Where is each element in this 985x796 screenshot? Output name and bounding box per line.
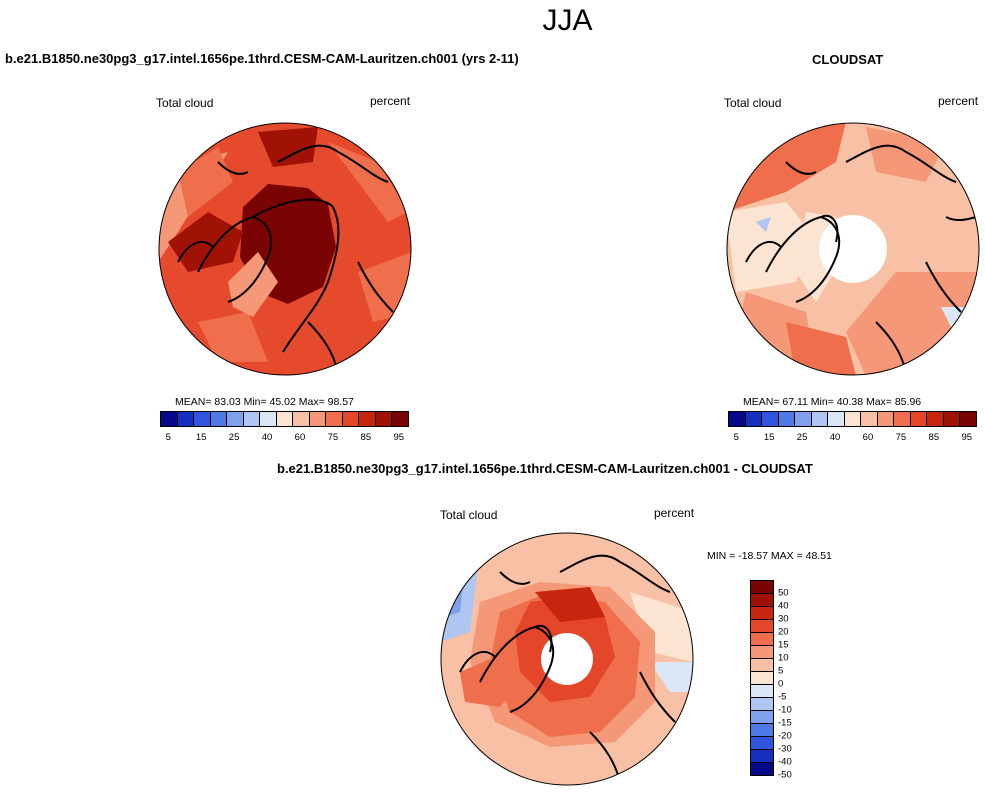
diff-colorbar-tick-label: 15 <box>778 639 789 651</box>
diff-colorbar-swatch <box>751 672 773 685</box>
model-colorbar-swatch <box>342 412 360 426</box>
model-colorbar-tick-label: 5 <box>165 432 171 443</box>
model-colorbar <box>160 411 409 427</box>
model-colorbar-tick-label: 40 <box>261 432 273 443</box>
obs-colorbar-swatch <box>877 412 895 426</box>
diff-colorbar-tick-label: -20 <box>778 730 792 742</box>
diff-colorbar-swatch <box>751 685 773 698</box>
diff-colorbar-swatch <box>751 646 773 659</box>
diff-polar-map <box>440 532 694 786</box>
model-colorbar-swatch <box>177 412 195 426</box>
model-colorbar-tick-label: 15 <box>195 432 207 443</box>
diff-colorbar-tick-label: 30 <box>778 613 789 625</box>
model-colorbar-swatch <box>293 412 310 426</box>
model-colorbar-swatch <box>243 412 261 426</box>
diff-colorbar-swatch <box>751 737 773 750</box>
diff-colorbar-tick-label: -10 <box>778 704 792 716</box>
obs-colorbar-tick-label: 75 <box>895 432 907 443</box>
obs-colorbar-swatch <box>960 412 976 426</box>
diff-colorbar-tick-label: -15 <box>778 717 792 729</box>
model-colorbar-tick-label: 60 <box>294 432 306 443</box>
model-polar-map <box>158 122 412 376</box>
model-colorbar-swatch <box>210 412 228 426</box>
obs-colorbar-tick-label: 5 <box>733 432 739 443</box>
diff-colorbar-swatch <box>751 659 773 672</box>
obs-units-label: percent <box>938 94 979 108</box>
diff-stats: MIN = -18.57 MAX = 48.51 <box>707 550 832 562</box>
obs-colorbar-tick-label: 40 <box>829 432 841 443</box>
diff-colorbar-swatch <box>751 698 773 711</box>
model-colorbar-swatch <box>260 412 277 426</box>
diff-colorbar <box>750 580 774 776</box>
obs-polar-map <box>726 122 980 376</box>
diff-colorbar-tick-label: 10 <box>778 652 789 664</box>
obs-colorbar-swatch <box>861 412 878 426</box>
season-title: JJA <box>542 4 593 37</box>
diff-colorbar-tick-label: -30 <box>778 743 792 755</box>
obs-colorbar-swatch <box>828 412 845 426</box>
diff-variable-label: Total cloud <box>440 508 498 522</box>
obs-panel-title: CLOUDSAT <box>812 52 884 67</box>
obs-colorbar-swatch <box>795 412 812 426</box>
obs-colorbar-tick-label: 60 <box>862 432 874 443</box>
obs-colorbar-swatch <box>745 412 763 426</box>
diff-colorbar-swatch <box>751 620 773 633</box>
diff-colorbar-tick-label: 40 <box>778 600 789 612</box>
model-colorbar-swatch <box>309 412 327 426</box>
diff-colorbar-tick-label: -5 <box>778 691 787 703</box>
diff-colorbar-swatch <box>751 594 773 607</box>
model-colorbar-tick-label: 85 <box>360 432 372 443</box>
diff-units-label: percent <box>654 506 695 520</box>
obs-colorbar-tick-label: 25 <box>796 432 808 443</box>
obs-colorbar-tick-label: 95 <box>961 432 973 443</box>
diff-colorbar-tick-label: -50 <box>778 769 792 781</box>
diff-colorbar-tick-label: 0 <box>778 678 784 690</box>
model-stats: MEAN= 83.03 Min= 45.02 Max= 98.57 <box>175 396 354 408</box>
diff-colorbar-swatch <box>751 607 773 620</box>
obs-colorbar-swatch <box>943 412 961 426</box>
diff-panel-title: b.e21.B1850.ne30pg3_g17.intel.1656pe.1th… <box>277 461 813 476</box>
obs-colorbar <box>728 411 977 427</box>
diff-colorbar-tick-label: 50 <box>778 587 789 599</box>
obs-colorbar-swatch <box>729 412 746 426</box>
diff-colorbar-swatch <box>751 763 773 775</box>
obs-colorbar-swatch <box>762 412 779 426</box>
diff-colorbar-tick-label: 5 <box>778 665 784 677</box>
obs-colorbar-tick-label: 15 <box>763 432 775 443</box>
diff-colorbar-tick-label: 20 <box>778 626 789 638</box>
diff-colorbar-swatch <box>751 724 773 737</box>
obs-stats: MEAN= 67.11 Min= 40.38 Max= 85.96 <box>743 396 922 408</box>
model-colorbar-swatch <box>161 412 178 426</box>
obs-colorbar-swatch <box>844 412 862 426</box>
model-colorbar-tick-label: 75 <box>327 432 339 443</box>
obs-variable-label: Total cloud <box>724 96 782 110</box>
diff-colorbar-swatch <box>751 750 773 763</box>
model-colorbar-swatch <box>359 412 376 426</box>
model-colorbar-tick-label: 25 <box>228 432 240 443</box>
obs-colorbar-tick-label: 85 <box>928 432 940 443</box>
model-colorbar-swatch <box>276 412 294 426</box>
obs-colorbar-swatch <box>894 412 911 426</box>
model-colorbar-swatch <box>375 412 393 426</box>
model-units-label: percent <box>370 94 411 108</box>
model-colorbar-swatch <box>392 412 408 426</box>
model-colorbar-tick-label: 95 <box>393 432 405 443</box>
obs-colorbar-swatch <box>811 412 829 426</box>
model-panel-title: b.e21.B1850.ne30pg3_g17.intel.1656pe.1th… <box>5 51 519 66</box>
obs-colorbar-swatch <box>778 412 796 426</box>
model-colorbar-swatch <box>194 412 211 426</box>
obs-colorbar-swatch <box>910 412 928 426</box>
diff-colorbar-swatch <box>751 581 773 594</box>
model-colorbar-swatch <box>227 412 244 426</box>
model-variable-label: Total cloud <box>156 96 214 110</box>
diff-colorbar-swatch <box>751 711 773 724</box>
obs-colorbar-swatch <box>927 412 944 426</box>
model-colorbar-swatch <box>326 412 343 426</box>
diff-colorbar-swatch <box>751 633 773 646</box>
diff-colorbar-tick-label: -40 <box>778 756 792 768</box>
